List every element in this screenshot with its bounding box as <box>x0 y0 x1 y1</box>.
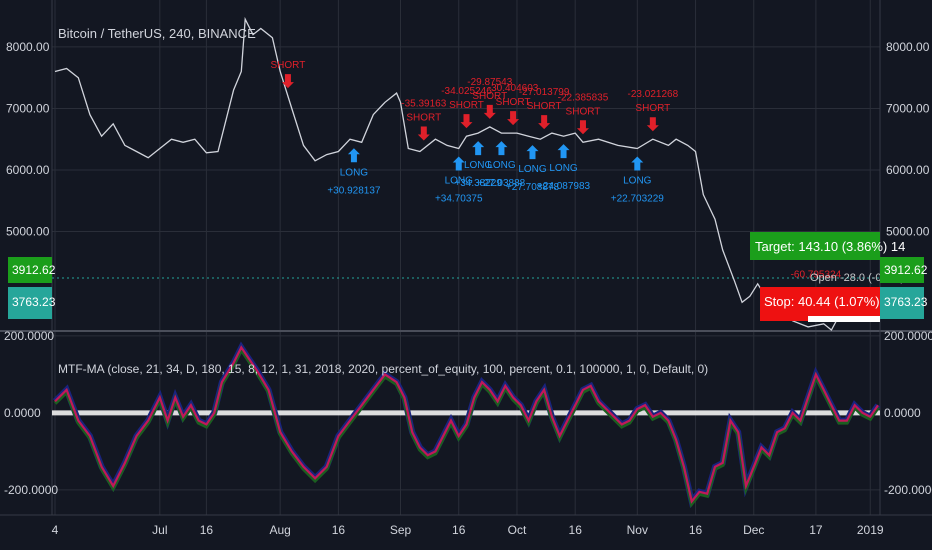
osc-tick-label-right: 0.0000 <box>884 406 921 420</box>
stop-label: Stop: 40.44 (1.07%) 404 <box>764 294 905 309</box>
target-price-left: 3912.62 <box>12 263 56 277</box>
target-label: Target: 143.10 (3.86%) 14 <box>755 239 905 254</box>
long-arrow <box>495 141 508 156</box>
long-label: LONG <box>549 163 578 174</box>
short-label: SHORT <box>566 106 601 117</box>
short-value: -30.404603 <box>488 83 539 94</box>
long-arrow <box>557 144 570 159</box>
price-tick-label-left: 5000.00 <box>6 225 50 239</box>
long-value: +34.70375 <box>435 193 483 204</box>
time-tick-label: Oct <box>508 523 527 537</box>
price-tick-label-right: 7000.00 <box>886 101 930 115</box>
short-label: SHORT <box>271 60 306 71</box>
long-value: +34.38229 <box>454 178 502 189</box>
short-arrow <box>507 111 520 126</box>
indicator-title: MTF-MA (close, 21, 34, D, 180, 15, 8, 12… <box>58 362 708 376</box>
time-tick-label: 16 <box>200 523 214 537</box>
long-value: +24.087983 <box>537 181 591 192</box>
long-label: LONG <box>340 167 369 178</box>
short-label: SHORT <box>635 103 670 114</box>
time-tick-label: Nov <box>627 523 648 537</box>
symbol-title: Bitcoin / TetherUS, 240, BINANCE <box>58 26 256 41</box>
time-tick-label: 4 <box>52 523 59 537</box>
time-tick-label: 16 <box>569 523 583 537</box>
long-arrow <box>347 148 360 163</box>
short-value: -35.39163 <box>401 98 446 109</box>
price-tick-label-left: 8000.00 <box>6 40 50 54</box>
short-value: -34.025246 <box>441 86 492 97</box>
long-arrow <box>526 145 539 160</box>
time-tick-label: 16 <box>689 523 703 537</box>
stop-bar <box>808 316 880 322</box>
short-label: SHORT <box>449 100 484 111</box>
oscillator-scale[interactable]: 200.0000 200.0000 0.0000 0.0000 -200.0000 -20… <box>4 329 932 497</box>
long-label: LONG <box>445 175 474 186</box>
time-tick-label: 16 <box>452 523 466 537</box>
long-arrow <box>631 156 644 171</box>
price-tick-label-right: 8000.00 <box>886 40 930 54</box>
long-label: LONG <box>518 164 547 175</box>
price-tick-label-right: 6000.00 <box>886 163 930 177</box>
time-tick-label: 2019 <box>857 523 884 537</box>
osc-tick-label-left: 0.0000 <box>4 406 41 420</box>
osc-tick-label-right: -200.0000 <box>884 483 932 497</box>
long-label: LONG <box>464 160 493 171</box>
osc-tick-label-left: -200.0000 <box>4 483 58 497</box>
stop-zone <box>760 287 880 321</box>
price-tick-label-left: 7000.00 <box>6 101 50 115</box>
short-label: SHORT <box>406 112 441 123</box>
time-tick-label: 17 <box>809 523 823 537</box>
last-price-left: 3763.23 <box>12 295 56 309</box>
short-arrow <box>576 120 589 135</box>
price-series-line <box>54 16 879 331</box>
last-price-badge-right <box>880 287 924 319</box>
long-value: +22.703229 <box>611 193 665 204</box>
ma-series-line <box>54 345 879 504</box>
short-arrow <box>646 117 659 132</box>
short-label: SHORT <box>527 101 562 112</box>
last-price-badge-left <box>8 287 52 319</box>
short-label: SHORT <box>472 91 507 102</box>
long-value: +27.03888 <box>478 178 526 189</box>
long-label: LONG <box>623 175 652 186</box>
short-arrow <box>281 74 294 89</box>
time-tick-label: Sep <box>390 523 412 537</box>
short-value: -22.385835 <box>558 92 609 103</box>
price-badges: 3912.62 3763.23 3912.62 3763.23 <box>8 257 928 319</box>
short-value: -23.021268 <box>628 89 679 100</box>
time-tick-label: Aug <box>269 523 290 537</box>
long-value: +30.928137 <box>327 185 381 196</box>
trade-signals: SHORTLONG+30.928137SHORT-35.39163LONG+34… <box>271 60 842 318</box>
short-arrow <box>460 114 473 129</box>
price-tick-label-left: 6000.00 <box>6 163 50 177</box>
long-value: +27.708878 <box>506 182 560 193</box>
short-value: -29.87543 <box>467 77 512 88</box>
long-arrow <box>472 141 485 156</box>
osc-tick-label-right: 200.0000 <box>884 329 932 343</box>
time-tick-label: Jul <box>152 523 167 537</box>
osc-tick-label-left: 200.0000 <box>4 329 54 343</box>
last-price-right: 3763.23 <box>884 295 928 309</box>
short-arrow <box>538 115 551 130</box>
price-tick-label-right: 5000.00 <box>886 225 930 239</box>
target-price-right: 3912.62 <box>884 263 928 277</box>
price-scale[interactable]: 8000.00 8000.00 7000.00 7000.00 6000.00 6000.… <box>6 40 930 239</box>
time-axis[interactable]: 4 Jul 16 Aug 16 Sep 16 Oct 16 Nov 16 Dec 17 2019 <box>52 523 884 537</box>
short-label: SHORT <box>496 97 531 108</box>
trade-box: Target: 143.10 (3.86%) 14 Open -28.0 (-0… <box>750 232 913 322</box>
time-tick-label: Dec <box>743 523 764 537</box>
short-value: -60.795324 <box>791 269 842 280</box>
short-value: -27.013799 <box>519 87 570 98</box>
target-zone <box>750 232 880 260</box>
target-price-badge-right <box>880 257 924 283</box>
long-arrow <box>452 156 465 171</box>
target-price-badge-left <box>8 257 52 283</box>
short-arrow <box>417 126 430 141</box>
long-label: LONG <box>487 160 516 171</box>
short-arrow <box>483 104 496 119</box>
time-tick-label: 16 <box>332 523 346 537</box>
